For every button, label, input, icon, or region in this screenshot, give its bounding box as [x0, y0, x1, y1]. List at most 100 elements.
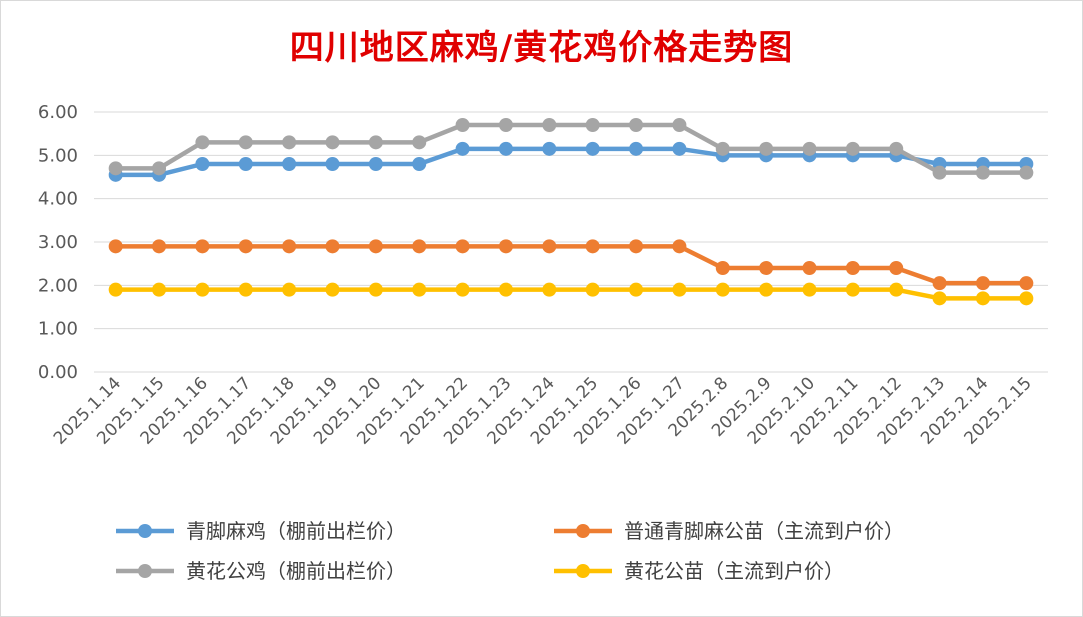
y-tick-label: 3.00 — [38, 232, 78, 253]
data-point — [152, 239, 167, 254]
data-point — [802, 141, 817, 156]
data-point — [455, 118, 470, 132]
data-point — [195, 135, 210, 150]
data-point — [282, 157, 297, 171]
y-tick-label: 2.00 — [38, 275, 78, 296]
data-point — [802, 282, 817, 297]
data-point — [152, 161, 167, 176]
data-point — [629, 118, 644, 132]
data-point — [585, 141, 600, 156]
data-point — [108, 239, 123, 254]
legend-swatch-marker — [138, 564, 152, 578]
data-point — [498, 118, 513, 132]
legend-label: 黄花公苗（主流到户价） — [624, 559, 844, 583]
data-point — [498, 239, 513, 254]
data-point — [238, 282, 253, 297]
data-point — [412, 282, 427, 297]
data-point — [932, 291, 947, 306]
data-point — [715, 282, 730, 297]
data-point — [759, 141, 774, 156]
chart-title: 四川地区麻鸡/黄花鸡价格走势图 — [289, 28, 794, 68]
data-point — [455, 141, 470, 156]
legend-swatch-marker — [576, 564, 590, 578]
data-point — [1019, 291, 1034, 306]
data-point — [368, 239, 383, 254]
data-point — [975, 291, 990, 306]
legend-entry: 普通青脚麻公苗（主流到户价） — [554, 519, 904, 543]
data-point — [715, 141, 730, 156]
data-point — [672, 282, 687, 297]
data-point — [195, 239, 210, 254]
data-point — [845, 141, 860, 156]
y-tick-label: 0.00 — [38, 362, 78, 383]
y-axis-tick-labels: 0.00 1.00 2.00 3.00 4.00 5.00 6.00 — [38, 102, 78, 383]
legend-label: 黄花公鸡（棚前出栏价） — [186, 559, 406, 583]
data-point — [195, 157, 210, 171]
data-point — [325, 135, 340, 150]
data-point — [368, 157, 383, 171]
data-point — [889, 282, 904, 297]
series-lines — [108, 118, 1034, 306]
data-point — [412, 135, 427, 150]
series-4 — [108, 282, 1034, 306]
data-point — [368, 282, 383, 297]
data-point — [672, 141, 687, 156]
data-point — [759, 282, 774, 297]
data-point — [1019, 165, 1034, 180]
data-point — [542, 239, 557, 254]
x-axis-tick-labels: 2025.1.142025.1.152025.1.162025.1.172025… — [50, 373, 1036, 448]
y-tick-label: 4.00 — [38, 189, 78, 210]
data-point — [932, 276, 947, 291]
data-point — [325, 282, 340, 297]
data-point — [498, 141, 513, 156]
data-point — [889, 261, 904, 275]
data-point — [672, 118, 687, 132]
data-point — [412, 239, 427, 254]
data-point — [108, 161, 123, 176]
data-point — [542, 118, 557, 132]
data-point — [325, 239, 340, 254]
legend-label: 普通青脚麻公苗（主流到户价） — [624, 519, 904, 543]
data-point — [845, 261, 860, 275]
series-line — [115, 244, 1027, 286]
data-point — [1019, 276, 1034, 291]
data-point — [108, 282, 123, 297]
legend-label: 青脚麻鸡（棚前出栏价） — [186, 519, 406, 543]
data-point — [455, 239, 470, 254]
legend: 青脚麻鸡（棚前出栏价） 普通青脚麻公苗（主流到户价） 黄花公鸡（棚前出栏价） 黄花公苗… — [116, 519, 904, 583]
data-point — [282, 282, 297, 297]
data-point — [152, 282, 167, 297]
data-point — [282, 135, 297, 150]
data-point — [455, 282, 470, 297]
data-point — [585, 239, 600, 254]
data-point — [542, 141, 557, 156]
data-point — [195, 282, 210, 297]
data-point — [889, 141, 904, 156]
data-point — [325, 157, 340, 171]
legend-entry: 青脚麻鸡（棚前出栏价） — [116, 519, 406, 543]
data-point — [975, 276, 990, 291]
data-point — [542, 282, 557, 297]
data-point — [715, 261, 730, 275]
data-point — [585, 118, 600, 132]
data-point — [975, 165, 990, 180]
series-3 — [108, 118, 1034, 180]
legend-entry: 黄花公苗（主流到户价） — [554, 559, 844, 583]
legend-swatch-marker — [576, 524, 590, 538]
series-line — [115, 146, 1027, 178]
legend-entry: 黄花公鸡（棚前出栏价） — [116, 559, 406, 583]
data-point — [238, 157, 253, 171]
data-point — [932, 165, 947, 180]
data-point — [282, 239, 297, 254]
y-tick-label: 5.00 — [38, 145, 78, 166]
y-tick-label: 1.00 — [38, 319, 78, 340]
data-point — [238, 135, 253, 150]
data-point — [498, 282, 513, 297]
data-point — [672, 239, 687, 254]
data-point — [238, 239, 253, 254]
series-2 — [108, 239, 1034, 291]
data-point — [585, 282, 600, 297]
data-point — [629, 239, 644, 254]
